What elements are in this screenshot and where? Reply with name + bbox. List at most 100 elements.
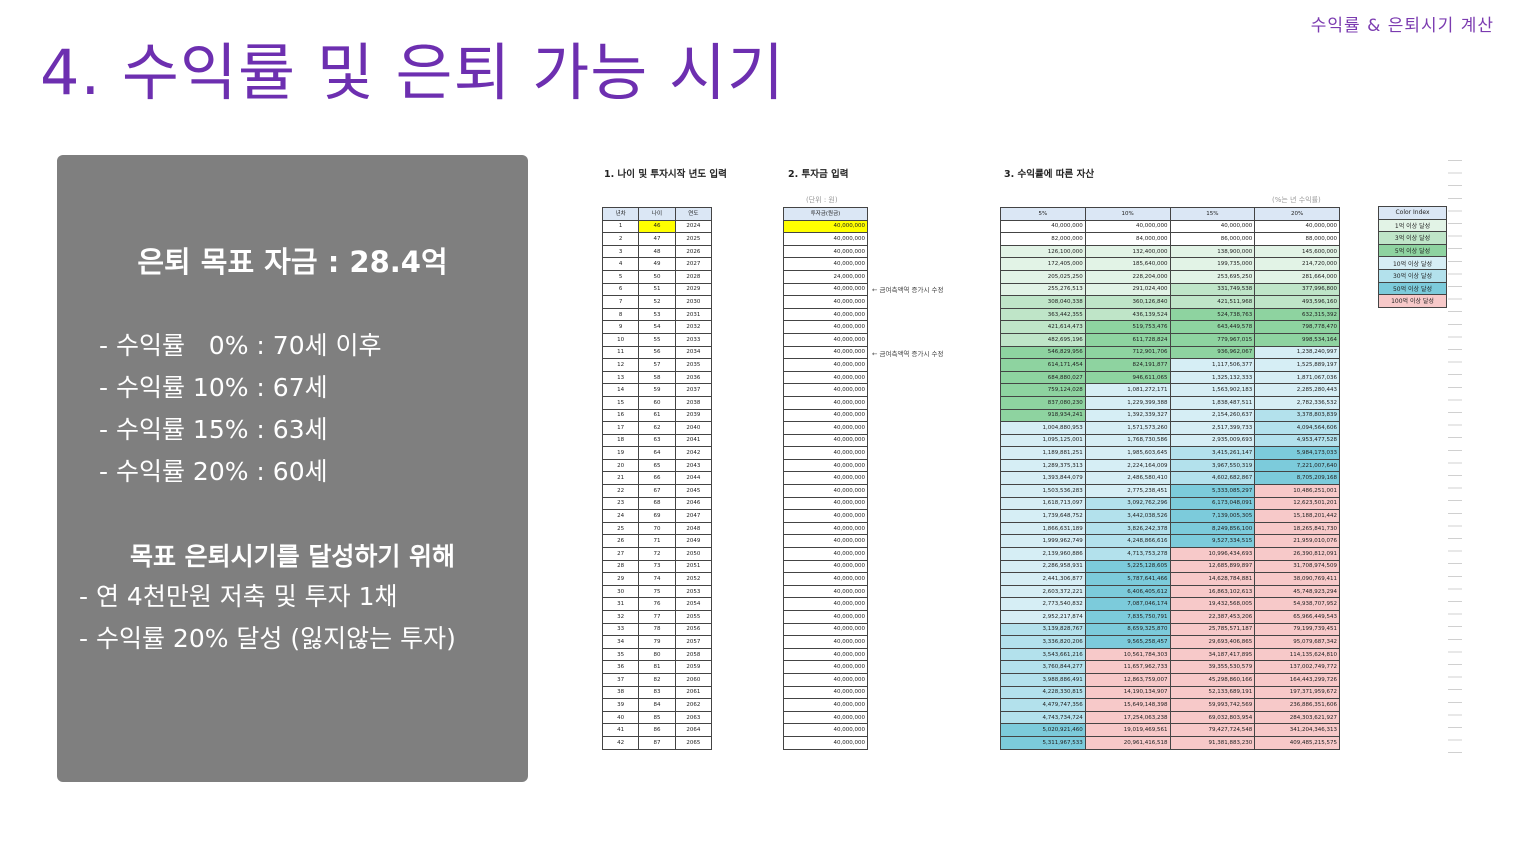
asset-value-cell: 54,938,707,952 [1254, 597, 1340, 611]
table-row: 32 77 2055 [601, 610, 713, 624]
table-row: 3,139,828,767 8,659,325,870 25,785,571,187… [1000, 622, 1340, 637]
table-row: 1,503,536,283 2,775,238,451 5,333,085,297 1… [1000, 484, 1340, 498]
age-cell: 48 [638, 244, 676, 259]
asset-value-cell: 14,190,134,907 [1084, 685, 1171, 700]
asset-value-cell: 172,405,000 [1000, 257, 1086, 271]
asset-value-cell: 1,392,339,327 [1084, 408, 1171, 423]
asset-value-cell: 824,191,877 [1084, 358, 1171, 372]
table-row: 4,228,330,815 14,190,134,907 52,133,689,19… [1000, 685, 1340, 700]
investment-cell: 40,000,000 [783, 244, 868, 259]
age-cell: 81 [638, 660, 676, 674]
asset-value-cell: 2,285,280,443 [1254, 383, 1340, 397]
asset-value-cell: 40,000,000 [1084, 219, 1171, 234]
age-cell: 67 [638, 484, 676, 498]
table-row: 4,479,747,356 15,649,148,398 59,993,742,56… [1000, 698, 1340, 712]
year-index-cell: 13 [601, 370, 640, 385]
table-row: 684,880,027 946,611,065 1,325,132,333 1,871… [1000, 370, 1340, 385]
asset-value-cell: 2,441,306,877 [1000, 572, 1086, 586]
asset-value-cell: 5,984,173,033 [1254, 446, 1340, 460]
asset-value-cell: 712,901,706 [1084, 345, 1171, 360]
table-row: 2,773,540,832 7,087,046,174 19,432,568,005… [1000, 597, 1340, 611]
age-year-table: 년차 나이 연도 1 46 2024 2 47 2025 3 48 2026 4 49 2027 5 50 202… [601, 207, 713, 750]
table-row: 918,934,241 1,392,339,327 2,154,260,637 3,3… [1000, 408, 1340, 423]
asset-value-cell: 1,768,730,586 [1084, 433, 1171, 448]
table-row: 15 60 2038 [601, 395, 713, 410]
asset-value-cell: 1,525,889,197 [1254, 358, 1340, 372]
year-index-cell: 7 [601, 295, 640, 309]
table-row: 21 66 2044 [601, 471, 713, 486]
table-row: 40,000,000 [783, 622, 868, 637]
table-row: 1,189,881,251 1,985,603,645 3,415,261,147 5… [1000, 446, 1340, 460]
year-cell: 2049 [674, 534, 713, 549]
asset-value-cell: 2,139,960,886 [1000, 547, 1086, 561]
asset-value-cell: 197,371,959,672 [1254, 685, 1340, 700]
asset-value-cell: 1,999,962,749 [1000, 534, 1086, 549]
year-index-cell: 29 [601, 572, 640, 586]
table-row: 13 58 2036 [601, 370, 713, 385]
year-cell: 2065 [674, 735, 713, 750]
investment-cell: 40,000,000 [783, 509, 868, 523]
year-index-cell: 19 [601, 446, 640, 460]
asset-value-cell: 308,040,338 [1000, 295, 1086, 309]
table-row: 40,000,000 [783, 521, 868, 536]
asset-value-cell: 2,486,580,410 [1084, 471, 1171, 486]
table-row: 2 47 2025 [601, 232, 713, 246]
age-cell: 58 [638, 370, 676, 385]
age-cell: 68 [638, 496, 676, 511]
rate-column-header: 20% [1254, 207, 1340, 221]
table-row: 30 75 2053 [601, 584, 713, 599]
table-row: 40,000,000 [783, 433, 868, 448]
investment-cell: 40,000,000 [783, 584, 868, 599]
rate-note: (%는 년 수익률) [1272, 196, 1321, 204]
action-item-return: - 수익률 20% 달성 (잃지않는 투자) [79, 624, 456, 653]
age-cell: 69 [638, 509, 676, 523]
table-row: 40,000,000 [783, 710, 868, 725]
asset-value-cell: 79,199,739,451 [1254, 622, 1340, 637]
year-index-cell: 21 [601, 471, 640, 486]
age-cell: 76 [638, 597, 676, 611]
year-index-cell: 42 [601, 735, 640, 750]
asset-value-cell: 18,265,841,730 [1254, 521, 1340, 536]
year-cell: 2056 [674, 622, 713, 637]
year-index-cell: 25 [601, 521, 640, 536]
table-row: 205,025,250 228,204,000 253,695,250 281,664… [1000, 269, 1340, 284]
section2-title: 2. 투자금 입력 [788, 169, 849, 180]
asset-value-cell: 7,221,007,640 [1254, 458, 1340, 473]
asset-value-cell: 1,739,648,752 [1000, 509, 1086, 523]
asset-value-cell: 4,094,564,606 [1254, 421, 1340, 435]
asset-value-cell: 7,139,005,305 [1169, 509, 1256, 523]
asset-value-cell: 1,393,844,079 [1000, 471, 1086, 486]
asset-value-cell: 145,600,000 [1254, 244, 1340, 259]
asset-value-cell: 16,863,102,613 [1169, 584, 1256, 599]
summary-panel: 은퇴 목표 자금 : 28.4억 - 수익률 0% : 70세 이후 - 수익률… [57, 155, 528, 782]
asset-value-cell: 611,728,824 [1084, 332, 1171, 347]
sheet-edge-lines [1448, 160, 1462, 760]
asset-value-cell: 6,173,048,091 [1169, 496, 1256, 511]
year-index-cell: 36 [601, 660, 640, 674]
year-index-cell: 41 [601, 723, 640, 737]
investment-cell: 40,000,000 [783, 622, 868, 637]
asset-value-cell: 798,778,470 [1254, 320, 1340, 334]
year-index-cell: 39 [601, 698, 640, 712]
asset-value-cell: 779,967,015 [1169, 332, 1256, 347]
year-cell: 2035 [674, 358, 713, 372]
year-cell: 2062 [674, 698, 713, 712]
asset-value-cell: 40,000,000 [1254, 219, 1340, 234]
year-index-cell: 8 [601, 307, 640, 322]
table-row: 40,000,000 [783, 358, 868, 372]
asset-value-cell: 614,171,454 [1000, 358, 1086, 372]
asset-value-cell: 493,596,160 [1254, 295, 1340, 309]
investment-cell: 40,000,000 [783, 446, 868, 460]
table-row: 23 68 2046 [601, 496, 713, 511]
age-cell: 47 [638, 232, 676, 246]
investment-cell: 40,000,000 [783, 685, 868, 700]
asset-value-cell: 40,000,000 [1169, 219, 1256, 234]
asset-value-cell: 69,032,803,954 [1169, 710, 1256, 725]
asset-value-cell: 281,664,000 [1254, 269, 1340, 284]
year-cell: 2051 [674, 559, 713, 574]
table-row: 1,739,648,752 3,442,038,526 7,139,005,305 1… [1000, 509, 1340, 523]
investment-cell: 40,000,000 [783, 358, 868, 372]
year-cell: 2057 [674, 635, 713, 649]
table-row: 40,000,000 [783, 395, 868, 410]
investment-cell: 24,000,000 [783, 269, 868, 284]
